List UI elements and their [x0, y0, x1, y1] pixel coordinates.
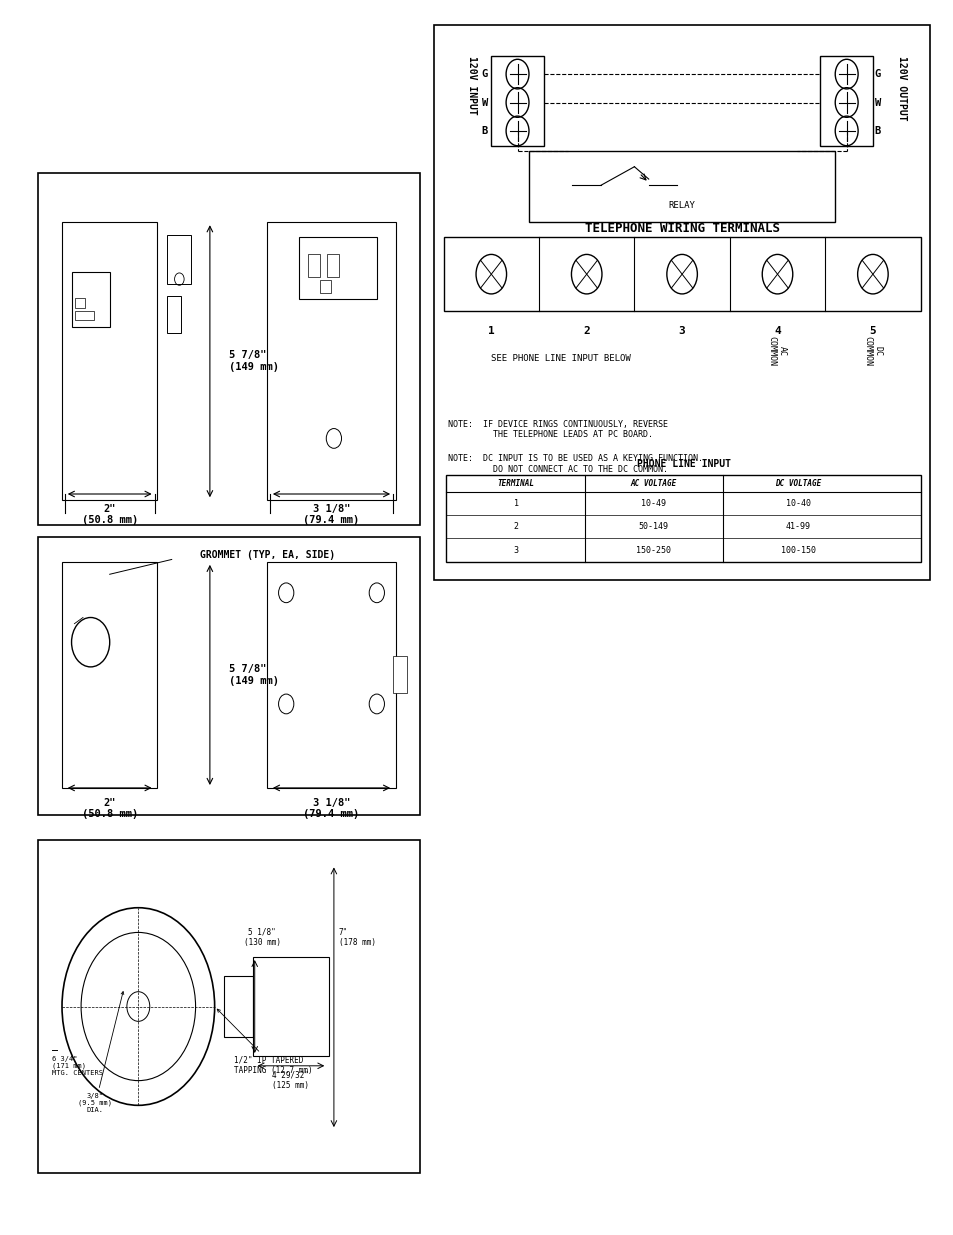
Text: 2: 2: [513, 522, 518, 531]
Text: 5: 5: [868, 326, 876, 336]
Bar: [267, 562, 395, 788]
Text: TELEPHONE WIRING TERMINALS: TELEPHONE WIRING TERMINALS: [584, 221, 779, 235]
Bar: [529, 151, 834, 222]
Text: 7"
(178 mm): 7" (178 mm): [338, 927, 375, 947]
Text: RELAY: RELAY: [668, 201, 695, 210]
Text: SEE PHONE LINE INPUT BELOW: SEE PHONE LINE INPUT BELOW: [491, 354, 630, 363]
Text: DC VOLTAGE: DC VOLTAGE: [775, 479, 821, 488]
Text: 4: 4: [773, 326, 781, 336]
Text: 5 7/8"
(149 mm): 5 7/8" (149 mm): [229, 351, 278, 372]
Text: DC
COMMON: DC COMMON: [862, 336, 882, 366]
Text: 3/8"
(9.5 mm)
DIA.: 3/8" (9.5 mm) DIA.: [78, 992, 124, 1114]
Text: 100-150: 100-150: [781, 546, 815, 555]
Text: 2"
(50.8 mm): 2" (50.8 mm): [82, 798, 137, 819]
Bar: [38, 537, 419, 815]
Text: 3 1/8"
(79.4 mm): 3 1/8" (79.4 mm): [303, 798, 359, 819]
Bar: [62, 562, 157, 788]
Text: GROMMET (TYP, EA, SIDE): GROMMET (TYP, EA, SIDE): [199, 550, 335, 559]
Text: 5 1/8"
(130 mm): 5 1/8" (130 mm): [244, 927, 280, 947]
Text: 150-250: 150-250: [636, 546, 670, 555]
Bar: [308, 254, 319, 277]
Bar: [224, 976, 253, 1037]
Bar: [319, 280, 331, 293]
Text: 6 3/4"
(171 mm)
MTG. CENTERS: 6 3/4" (171 mm) MTG. CENTERS: [52, 1056, 103, 1077]
Text: 1/2" IP TAPERED
TAPPING (12.7 mm): 1/2" IP TAPERED TAPPING (12.7 mm): [217, 1009, 312, 1076]
Text: 120V OUTPUT: 120V OUTPUT: [896, 56, 905, 120]
Text: 10-49: 10-49: [640, 499, 665, 508]
Text: AC VOLTAGE: AC VOLTAGE: [630, 479, 676, 488]
Bar: [820, 56, 872, 146]
Text: 3 1/8"
(79.4 mm): 3 1/8" (79.4 mm): [303, 504, 359, 525]
Text: NOTE:  DC INPUT IS TO BE USED AS A KEYING FUNCTION.
         DO NOT CONNECT AC T: NOTE: DC INPUT IS TO BE USED AS A KEYING…: [448, 454, 702, 474]
Text: 2"
(50.8 mm): 2" (50.8 mm): [82, 504, 137, 525]
Text: G: G: [481, 69, 487, 79]
Bar: [393, 657, 407, 694]
Text: AC
COMMON: AC COMMON: [767, 336, 786, 366]
Text: PHONE LINE INPUT: PHONE LINE INPUT: [636, 459, 730, 469]
Text: G: G: [874, 69, 880, 79]
Text: 5 7/8"
(149 mm): 5 7/8" (149 mm): [229, 664, 278, 685]
Bar: [75, 311, 94, 320]
Bar: [253, 957, 329, 1056]
Bar: [62, 222, 157, 500]
Text: 41-99: 41-99: [785, 522, 810, 531]
Text: 120V INPUT: 120V INPUT: [467, 56, 476, 115]
Text: TERMINAL: TERMINAL: [497, 479, 534, 488]
Text: W: W: [481, 98, 487, 107]
Bar: [298, 237, 376, 299]
Bar: [71, 272, 110, 327]
Text: B: B: [874, 126, 880, 136]
Bar: [167, 296, 181, 333]
Bar: [167, 235, 191, 284]
Bar: [38, 840, 419, 1173]
Text: NOTE:  IF DEVICE RINGS CONTINUOUSLY, REVERSE
         THE TELEPHONE LEADS AT PC : NOTE: IF DEVICE RINGS CONTINUOUSLY, REVE…: [448, 420, 668, 440]
Text: W: W: [874, 98, 880, 107]
Text: 4 29/32"
(125 mm): 4 29/32" (125 mm): [273, 1071, 309, 1091]
Text: 1: 1: [513, 499, 518, 508]
Bar: [38, 173, 419, 525]
Bar: [434, 25, 929, 580]
Text: 10-40: 10-40: [785, 499, 810, 508]
Bar: [75, 298, 85, 308]
Text: 2: 2: [582, 326, 590, 336]
Text: 50-149: 50-149: [638, 522, 668, 531]
Bar: [491, 56, 543, 146]
Text: 3: 3: [513, 546, 518, 555]
Bar: [327, 254, 338, 277]
Bar: [446, 475, 920, 562]
Text: 3: 3: [678, 326, 685, 336]
Text: B: B: [481, 126, 487, 136]
Text: 1: 1: [487, 326, 495, 336]
Bar: [267, 222, 395, 500]
Bar: [443, 237, 920, 311]
